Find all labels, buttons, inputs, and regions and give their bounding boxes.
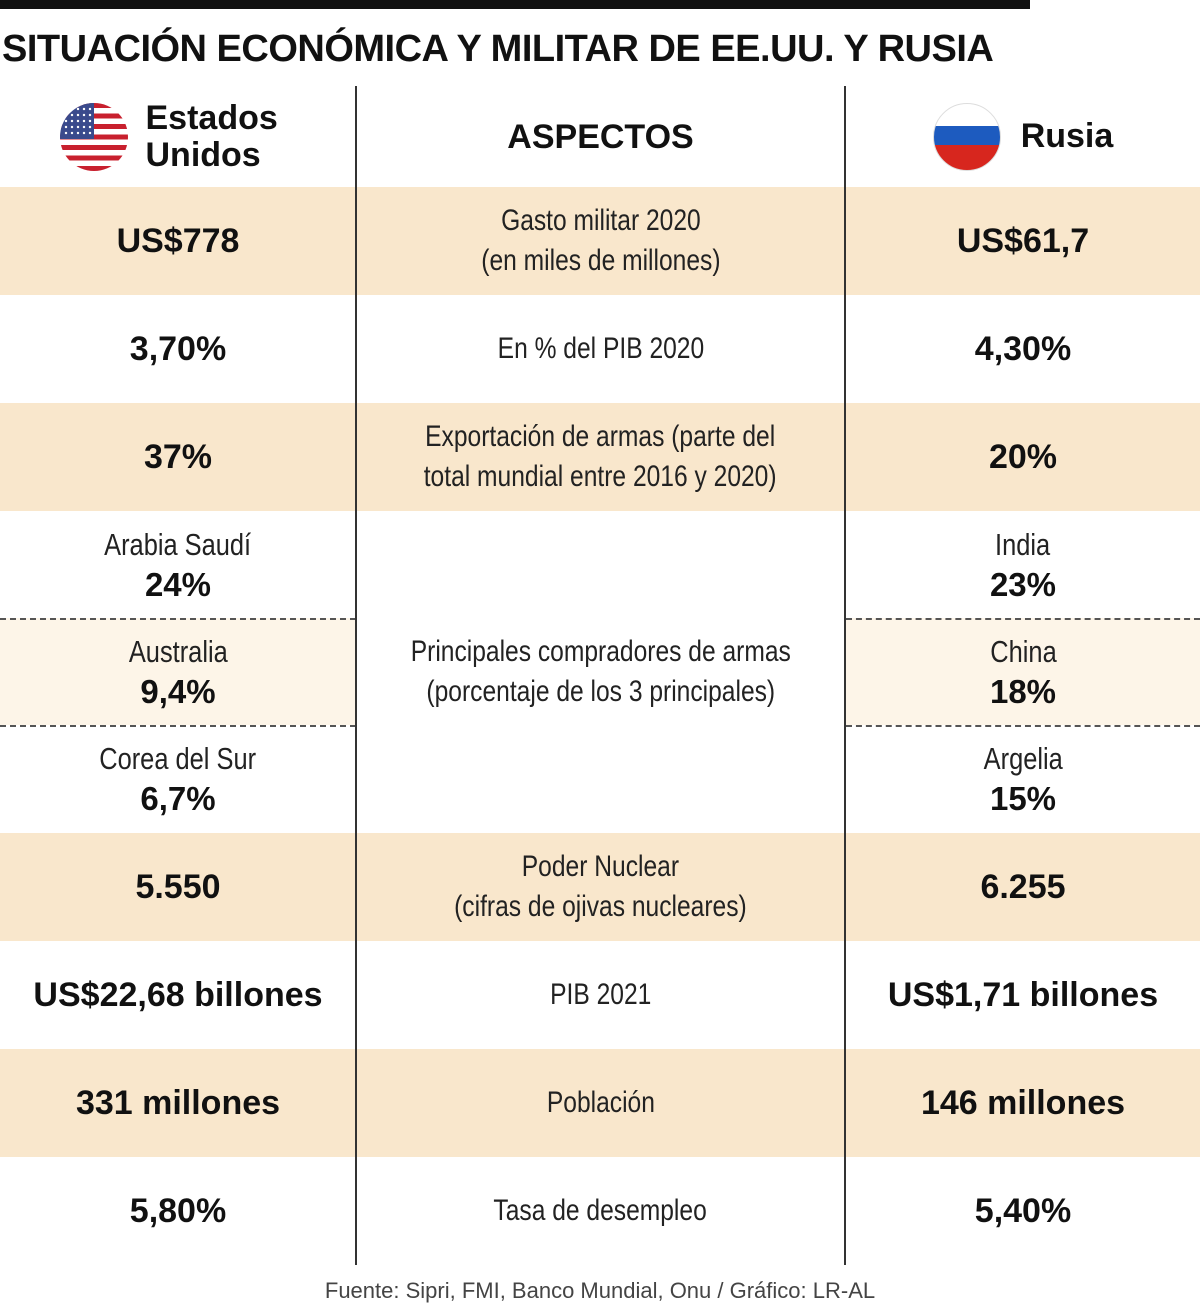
table-row: 5,80% Tasa de desempleo 5,40% bbox=[0, 1157, 1200, 1265]
buyer-us-1: Arabia Saudí 24% bbox=[0, 511, 356, 618]
buyer-name: Argelia bbox=[983, 741, 1063, 776]
buyer-name: China bbox=[989, 633, 1057, 669]
aspect-label: Gasto militar 2020 (en miles de millones) bbox=[480, 204, 721, 277]
ru-value: US$61,7 bbox=[956, 221, 1090, 260]
buyer-pct: 24% bbox=[144, 565, 212, 603]
aspect-label: Exportación de armas (parte del total mun… bbox=[424, 420, 777, 493]
aspect-label: Poder Nuclear (cifras de ojivas nucleares… bbox=[454, 850, 747, 923]
aspect-label: Tasa de desempleo bbox=[493, 1194, 708, 1227]
buyer-ru-2: China 18% bbox=[846, 618, 1200, 725]
table-row: 37% Exportación de armas (parte del total… bbox=[0, 403, 1200, 511]
us-flag-icon bbox=[59, 103, 128, 171]
table-row: 331 millones Población 146 millones bbox=[0, 1049, 1200, 1157]
table-row: US$778 Gasto militar 2020 (en miles de mi… bbox=[0, 187, 1200, 295]
us-value: 331 millones bbox=[75, 1083, 281, 1122]
divider bbox=[846, 725, 1200, 727]
aspect-label: En % del PIB 2020 bbox=[497, 332, 704, 365]
buyers-band-us bbox=[0, 618, 356, 725]
divider bbox=[0, 618, 356, 620]
header-ru-label: Rusia bbox=[1020, 117, 1114, 156]
aspect-label: Población bbox=[546, 1086, 655, 1119]
table-row: 3,70% En % del PIB 2020 4,30% bbox=[0, 295, 1200, 403]
header-us: Estados Unidos bbox=[0, 88, 355, 186]
buyer-name: India bbox=[995, 526, 1051, 562]
us-value: US$778 bbox=[116, 221, 240, 260]
ru-value: 6.255 bbox=[980, 867, 1066, 906]
buyer-pct: 15% bbox=[989, 780, 1057, 817]
aspect-label: PIB 2021 bbox=[549, 978, 652, 1011]
ru-value: 4,30% bbox=[974, 329, 1072, 368]
table-row: 5.550 Poder Nuclear (cifras de ojivas nuc… bbox=[0, 833, 1200, 941]
ru-value: 5,40% bbox=[974, 1191, 1072, 1230]
ru-value: 20% bbox=[988, 437, 1058, 476]
aspect-label: Principales compradores de armas (porcent… bbox=[410, 635, 791, 708]
header-us-label: Estados Unidos bbox=[145, 98, 278, 174]
buyer-pct: 6,7% bbox=[140, 780, 216, 817]
buyer-us-3: Corea del Sur 6,7% bbox=[0, 725, 356, 833]
buyer-name: Corea del Sur bbox=[99, 741, 257, 776]
buyers-aspect: Principales compradores de armas (porcent… bbox=[357, 511, 844, 833]
buyer-pct: 9,4% bbox=[140, 672, 216, 710]
header-ru: Rusia bbox=[846, 88, 1200, 186]
top-rule bbox=[0, 0, 1030, 9]
page-title: SITUACIÓN ECONÓMICA Y MILITAR DE EE.UU. … bbox=[2, 28, 994, 70]
us-value: 5,80% bbox=[129, 1191, 227, 1230]
divider bbox=[0, 725, 356, 727]
header-aspects: ASPECTOS bbox=[507, 117, 694, 156]
table-row: US$22,68 billones PIB 2021 US$1,71 billo… bbox=[0, 941, 1200, 1049]
buyer-ru-1: India 23% bbox=[846, 511, 1200, 618]
source-footer: Fuente: Sipri, FMI, Banco Mundial, Onu /… bbox=[324, 1278, 876, 1303]
buyer-ru-3: Argelia 15% bbox=[846, 725, 1200, 833]
us-value: US$22,68 billones bbox=[33, 975, 323, 1014]
buyer-pct: 18% bbox=[989, 672, 1057, 710]
us-value: 5.550 bbox=[135, 867, 221, 906]
russia-flag-icon bbox=[932, 103, 1001, 171]
buyer-name: Arabia Saudí bbox=[104, 526, 252, 562]
ru-value: 146 millones bbox=[920, 1083, 1126, 1122]
us-value: 37% bbox=[143, 437, 213, 476]
column-divider bbox=[844, 86, 846, 1265]
buyers-band-ru bbox=[846, 618, 1200, 725]
buyer-us-2: Australia 9,4% bbox=[0, 618, 356, 725]
ru-value: US$1,71 billones bbox=[887, 975, 1159, 1014]
us-value: 3,70% bbox=[129, 329, 227, 368]
buyer-pct: 23% bbox=[989, 565, 1057, 603]
column-divider bbox=[355, 86, 357, 1265]
divider bbox=[846, 618, 1200, 620]
buyer-name: Australia bbox=[128, 633, 228, 669]
